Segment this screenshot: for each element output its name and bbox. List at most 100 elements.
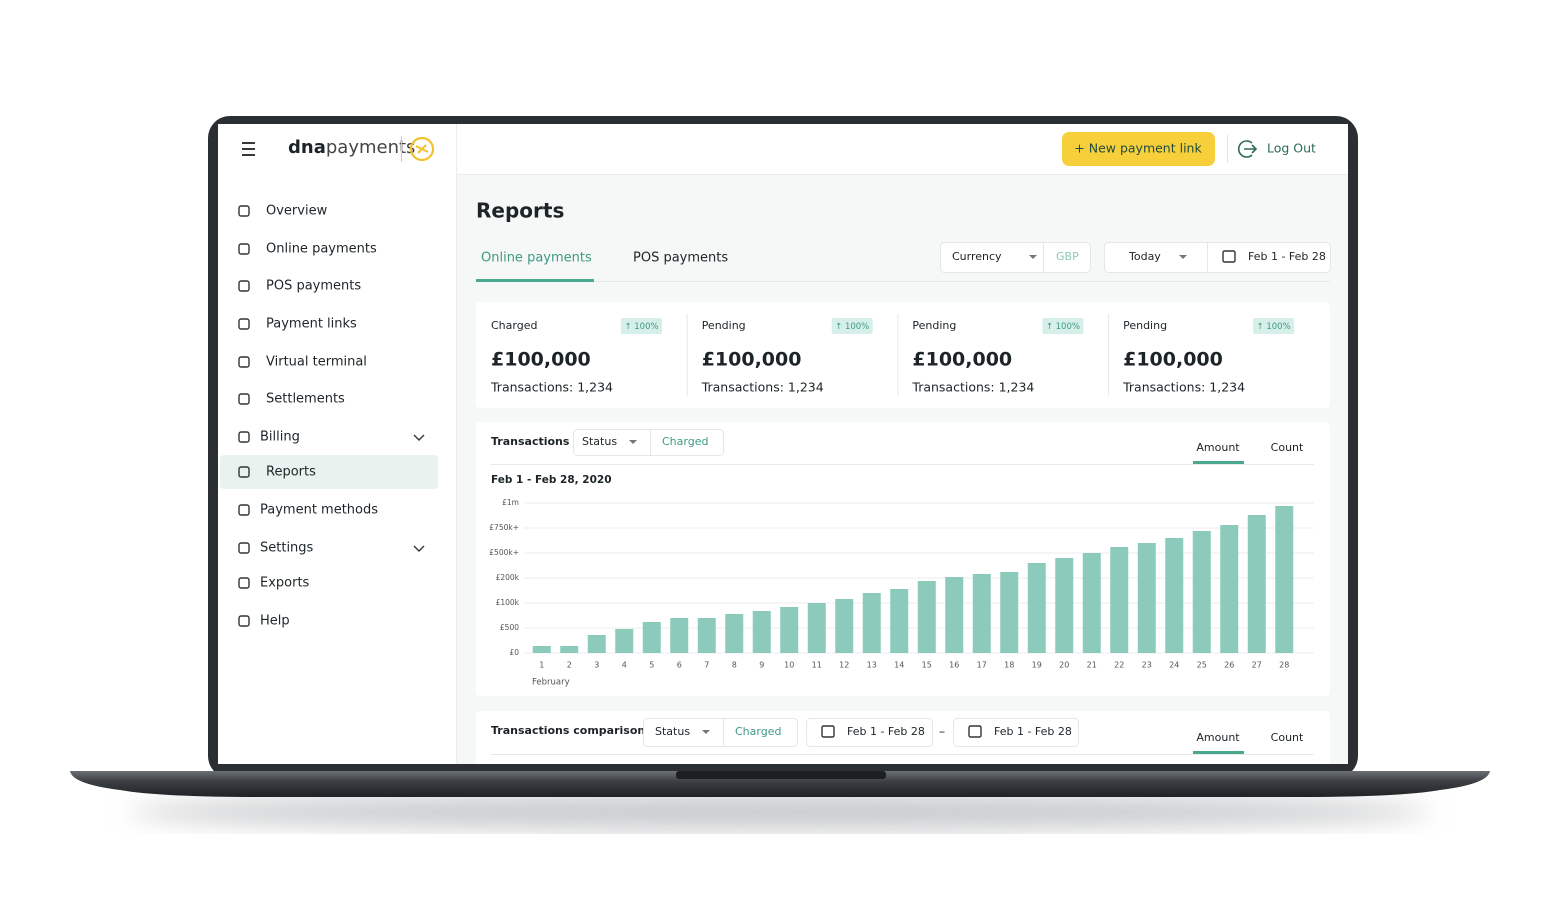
currency-label: Currency — [952, 250, 1002, 263]
nav-item[interactable]: Online payments — [266, 242, 377, 257]
nav-item[interactable]: Settlements — [266, 392, 345, 407]
tab-active[interactable]: Online payments — [481, 251, 592, 266]
nav-item[interactable]: Virtual terminal — [266, 355, 367, 370]
currency-select[interactable] — [940, 242, 1091, 273]
bar — [1082, 553, 1101, 653]
bar — [725, 614, 744, 653]
currency-value: GBP — [1056, 250, 1079, 263]
y-tick-label: £100k — [496, 598, 520, 607]
new-link-text[interactable]: + New payment link — [1074, 141, 1202, 156]
status-label: Status — [655, 725, 690, 738]
sidebar — [218, 124, 456, 764]
toggle[interactable]: Count — [1271, 731, 1304, 744]
nav-icon — [238, 542, 250, 554]
badge — [1042, 318, 1084, 334]
x-tick-label: 13 — [867, 661, 877, 670]
x-tick-label: 15 — [922, 661, 932, 670]
y-tick-label: £500 — [500, 623, 519, 632]
bar — [945, 577, 964, 653]
card-amount: £100,000 — [702, 349, 802, 371]
chevron[interactable] — [413, 545, 425, 552]
toggle-underline — [1193, 751, 1244, 754]
badge-text: ↑ 100% — [1257, 322, 1291, 332]
tab[interactable]: POS payments — [633, 251, 728, 266]
bar — [670, 618, 689, 653]
logo-bold: dna — [288, 137, 326, 158]
chevron[interactable] — [413, 434, 425, 441]
date-b[interactable] — [953, 718, 1079, 747]
status-select[interactable] — [573, 429, 724, 456]
bar — [1275, 506, 1294, 653]
tab-underline — [476, 279, 594, 282]
x-tick-label: 7 — [704, 661, 709, 670]
nav-icon — [238, 431, 250, 443]
nav-icon — [238, 280, 250, 292]
range-separator: – — [939, 724, 945, 739]
caret — [1029, 255, 1037, 259]
card-label: Pending — [912, 319, 956, 332]
period: Today — [1128, 250, 1161, 263]
calendar-icon — [821, 725, 835, 738]
hamburger[interactable] — [242, 142, 255, 156]
bar — [1110, 547, 1129, 653]
nav-item[interactable]: Help — [260, 614, 290, 629]
laptop-base — [70, 771, 1490, 797]
bar — [697, 618, 716, 653]
x-tick-label: 3 — [594, 661, 599, 670]
x-axis-label: February — [532, 678, 570, 688]
logout-icon[interactable] — [1237, 140, 1258, 158]
nav-icon — [238, 393, 250, 405]
nav-item[interactable]: Exports — [260, 576, 310, 591]
nav-item[interactable]: Payment methods — [260, 503, 378, 518]
x-tick-label: 27 — [1252, 661, 1262, 670]
panel-title: Transactions comparison — [491, 724, 645, 737]
bar — [807, 603, 826, 653]
x-tick-label: 4 — [622, 661, 627, 670]
card-transactions: Transactions: 1,234 — [701, 380, 824, 395]
bar — [1247, 515, 1266, 653]
status-select[interactable] — [643, 718, 798, 747]
toggle[interactable]: Count — [1271, 441, 1304, 454]
toggle-active[interactable]: Amount — [1196, 441, 1240, 454]
y-tick-label: £200k — [496, 573, 520, 582]
nav-item[interactable]: Overview — [266, 204, 328, 219]
x-tick-label: 2 — [567, 661, 572, 670]
x-tick-label: 14 — [894, 661, 904, 670]
caret — [629, 440, 637, 444]
nav-item[interactable]: Payment links — [266, 317, 357, 332]
nav-item[interactable]: Settings — [260, 541, 314, 556]
status-value: Charged — [735, 725, 781, 738]
badge — [1253, 318, 1295, 334]
toggle-active[interactable]: Amount — [1196, 731, 1240, 744]
logout[interactable]: Log Out — [1267, 141, 1316, 156]
y-tick-label: £500k+ — [489, 548, 519, 557]
nav-item[interactable]: POS payments — [266, 279, 361, 294]
bar — [835, 599, 854, 653]
bar — [890, 589, 909, 653]
range-a: Feb 1 - Feb 28 — [847, 725, 925, 738]
card-label: Pending — [1123, 319, 1167, 332]
chart-subtitle: Feb 1 - Feb 28, 2020 — [491, 474, 612, 486]
nav-icon — [238, 318, 250, 330]
notch — [676, 771, 886, 779]
badge-text: ↑ 100% — [1046, 322, 1080, 332]
bar — [587, 635, 606, 653]
nav-item[interactable]: Reports — [266, 465, 316, 480]
bar — [1055, 558, 1074, 653]
nav-item[interactable]: Billing — [260, 430, 300, 445]
new-link-button[interactable] — [1062, 132, 1215, 166]
date-select[interactable] — [1104, 242, 1331, 273]
nav-icon — [238, 205, 250, 217]
bar — [1192, 531, 1211, 653]
bar — [780, 607, 799, 653]
y-tick-label: £1m — [502, 498, 519, 507]
status-label: Status — [582, 435, 617, 448]
x-tick-label: 8 — [732, 661, 737, 670]
bar — [615, 629, 634, 653]
bar — [1000, 572, 1019, 653]
nav-icon — [238, 615, 250, 627]
badge — [621, 318, 662, 334]
date-a[interactable] — [806, 718, 933, 747]
x-tick-label: 6 — [677, 661, 682, 670]
